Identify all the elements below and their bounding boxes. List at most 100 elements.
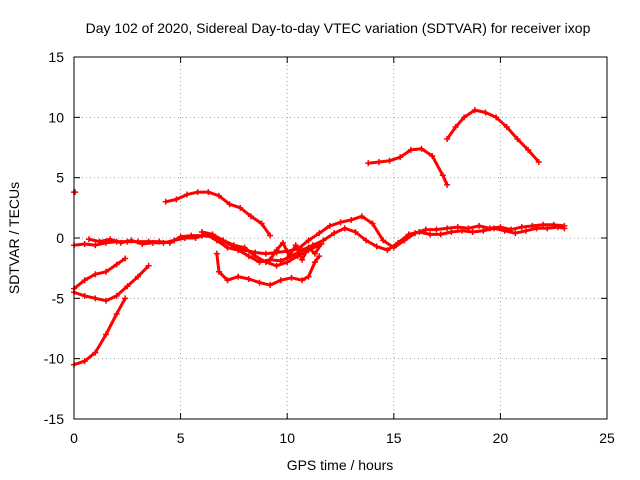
data-point: [493, 114, 500, 121]
data-point: [405, 231, 412, 238]
data-point: [533, 225, 540, 232]
data-point: [162, 198, 169, 205]
data-point: [122, 255, 129, 262]
data-point: [262, 259, 269, 266]
data-point: [476, 222, 483, 229]
data-point: [267, 282, 274, 289]
data-point: [375, 158, 382, 165]
data-point: [102, 268, 109, 275]
x-tick-label: 25: [599, 430, 615, 446]
data-point: [92, 271, 99, 278]
data-point: [92, 242, 99, 249]
data-point: [258, 220, 265, 227]
data-point: [448, 228, 455, 235]
data-point: [316, 230, 323, 237]
data-point: [491, 225, 498, 232]
data-point: [540, 221, 547, 228]
data-point: [459, 227, 466, 234]
data-point: [341, 225, 348, 232]
y-tick-label: 0: [56, 230, 64, 246]
data-point: [561, 225, 568, 232]
data-point: [215, 192, 222, 199]
data-point: [358, 213, 365, 220]
data-point: [173, 196, 180, 203]
data-point: [544, 225, 551, 232]
series-s11: [444, 107, 542, 165]
data-point: [113, 261, 120, 268]
data-point: [433, 226, 440, 233]
data-point: [318, 241, 325, 248]
data-point: [113, 292, 120, 299]
data-point: [252, 253, 259, 260]
data-point: [192, 235, 199, 241]
data-point: [311, 250, 318, 257]
chart-title: Day 102 of 2020, Sidereal Day-to-day VTE…: [86, 20, 591, 36]
data-point: [215, 268, 222, 275]
data-point: [518, 224, 525, 231]
x-tick-label: 15: [386, 430, 402, 446]
data-point: [525, 146, 532, 153]
data-point: [226, 201, 233, 208]
data-point: [469, 228, 476, 235]
data-point: [522, 227, 529, 234]
data-point: [514, 136, 521, 143]
data-point: [220, 237, 227, 244]
series-s4: [162, 189, 274, 239]
data-point: [267, 256, 274, 263]
data-point: [139, 241, 146, 248]
series-s9: [71, 295, 129, 368]
data-point: [241, 244, 248, 251]
data-point: [230, 242, 237, 249]
data-point: [113, 311, 120, 318]
x-tick-label: 10: [279, 430, 295, 446]
data-point: [245, 276, 252, 283]
data-point: [461, 114, 468, 121]
data-point: [183, 191, 190, 198]
plot-frame: [73, 56, 608, 420]
series-s10: [365, 145, 451, 188]
data-point: [452, 123, 459, 130]
y-tick-label: 15: [48, 49, 64, 65]
data-point: [96, 238, 103, 245]
data-point: [395, 239, 402, 246]
data-point: [273, 247, 280, 254]
x-tick-label: 20: [493, 430, 509, 446]
data-point: [92, 349, 99, 356]
data-point: [235, 273, 242, 280]
data-point: [149, 239, 156, 246]
series-s6: [267, 239, 325, 263]
data-point: [480, 227, 487, 234]
x-tick-label: 0: [70, 430, 78, 446]
tick-labels: 0 5 10 15 20 25 -15 -10 -5 0 5 10 15: [44, 49, 615, 446]
data-point: [235, 247, 242, 254]
data-point: [444, 225, 451, 232]
data-point: [320, 237, 327, 244]
data-point: [482, 109, 489, 116]
data-point: [444, 136, 451, 143]
data-point: [122, 295, 129, 302]
data-point: [134, 273, 141, 280]
data-point: [286, 253, 293, 260]
data-point: [198, 228, 205, 235]
data-point: [292, 242, 299, 249]
data-point: [337, 219, 344, 226]
data-point: [72, 189, 79, 196]
data-point: [326, 222, 333, 229]
series-layer: [71, 107, 568, 368]
series-s5: [213, 250, 323, 289]
data-point: [117, 239, 124, 246]
data-point: [373, 243, 380, 250]
data-point: [363, 237, 370, 244]
data-point: [416, 228, 423, 235]
series-s2: [85, 224, 568, 266]
data-point: [501, 227, 508, 234]
data-point: [311, 259, 318, 266]
y-tick-label: -5: [52, 290, 65, 306]
data-point: [397, 154, 404, 161]
data-point: [284, 259, 291, 266]
data-point: [224, 277, 231, 284]
data-point: [316, 253, 323, 260]
data-point: [305, 244, 312, 251]
data-point: [288, 274, 295, 281]
